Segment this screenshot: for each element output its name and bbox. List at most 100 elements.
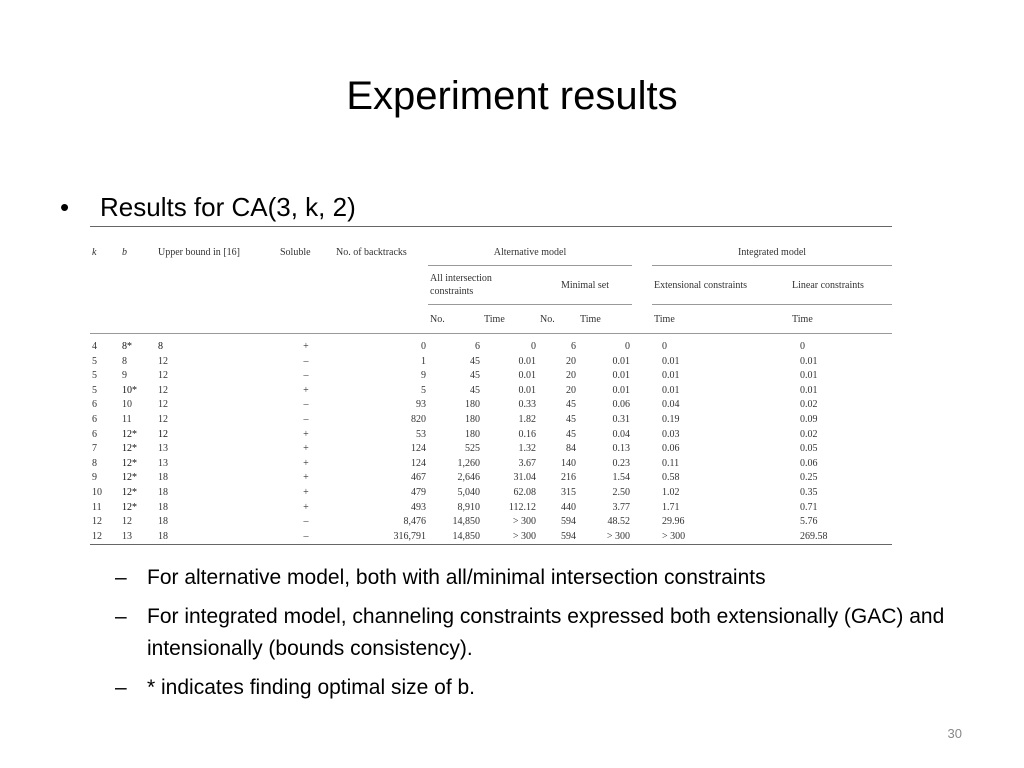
header-all-intersection: All intersection constraints [428,265,538,305]
cell-upper-bound: 13 [158,457,168,469]
cell-backtracks: 479 [411,486,426,498]
cell-soluble: – [303,370,309,382]
cell-soluble: + [303,486,309,498]
cell-min-time: 0.01 [612,370,631,382]
cell-upper-bound: 12 [158,384,168,396]
cell-b: 9 [122,370,127,382]
cell-min-no: 45 [566,399,576,411]
cell-min-time: 1.54 [612,472,631,484]
cell-ext-time: 0.11 [662,457,680,469]
cell-k: 6 [92,399,97,411]
results-table-image: k b Upper bound in [16] Soluble No. of b… [90,226,893,547]
header-linear: Linear constraints [790,265,893,305]
cell-lin-time: 0.01 [800,384,818,396]
cell-ext-time: 0.04 [662,399,680,411]
cell-upper-bound: 8 [158,341,163,352]
cell-min-no: 216 [561,472,576,484]
table-row: 5 9 12 – 9 45 0.01 20 0.01 0.01 0.01 [90,369,892,384]
slide-title: Experiment results [346,74,678,118]
cell-all-time: > 300 [512,530,536,542]
cell-min-time: 0.31 [612,413,631,425]
cell-upper-bound: 12 [158,399,168,411]
cell-min-no: 45 [566,413,576,425]
cell-backtracks: 493 [411,501,426,513]
header-integrated-model: Integrated model [652,239,893,266]
cell-all-time: 0.01 [518,370,537,382]
table-row: 5 10* 12 +5 45 0.01 20 0.01 0.01 0.01 [90,384,892,399]
cell-backtracks: 467 [411,472,426,484]
cell-min-time: 0.01 [612,384,631,396]
table-row: 4 8* 8 +0 6 0 6 0 0 0 [90,340,892,355]
cell-soluble: – [303,516,309,528]
cell-b: 8 [122,355,127,367]
sub-bullet-2: – For integrated model, channeling const… [115,601,975,665]
cell-b: 12* [122,443,137,455]
cell-backtracks: 8,476 [403,516,427,528]
table-top-rule [90,226,893,239]
cell-all-time: 112.12 [508,501,536,513]
header-minimal-set: Minimal set [538,265,632,305]
cell-soluble: + [303,341,309,352]
cell-min-time: 0.23 [612,457,631,469]
cell-upper-bound: 18 [158,486,168,498]
table-row: 6 10 12 – 93 180 0.33 45 0.06 0.04 0.02 [90,398,892,413]
table-bottom-rule [90,544,893,547]
cell-upper-bound: 18 [158,516,168,528]
cell-soluble: + [303,428,309,440]
header-alternative-model: Alternative model [428,239,632,266]
cell-k: 9 [92,472,97,484]
cell-ext-time: 1.02 [662,486,680,498]
cell-k: 7 [92,443,97,455]
cell-min-time: 3.77 [612,501,631,513]
cell-k: 10 [92,486,102,498]
cell-min-no: 20 [566,370,576,382]
cell-all-time: 0.16 [518,428,537,440]
cell-all-no: 45 [470,384,480,396]
cell-lin-time: 0 [800,341,805,352]
cell-upper-bound: 18 [158,530,168,542]
cell-all-no: 5,040 [457,486,481,498]
cell-all-time: > 300 [512,516,536,528]
cell-upper-bound: 18 [158,501,168,513]
cell-b: 8* [122,341,132,352]
header-all-intersection-label: All intersection constraints [430,273,492,297]
cell-min-no: 6 [571,341,576,352]
cell-backtracks: 0 [421,341,426,352]
cell-min-no: 594 [561,516,576,528]
header-min-no: No. [538,304,578,334]
sub-bullet-list: – For alternative model, both with all/m… [115,562,975,711]
cell-ext-time: > 300 [662,530,686,542]
cell-b: 10* [122,384,137,396]
cell-min-no: 20 [566,355,576,367]
cell-all-time: 0.01 [518,355,537,367]
page-number: 30 [947,726,962,741]
cell-b: 12* [122,457,137,469]
cell-all-no: 1,260 [457,457,481,469]
cell-k: 8 [92,457,97,469]
table-row: 6 12* 12 +53 180 0.16 45 0.04 0.03 0.02 [90,428,892,443]
cell-min-no: 140 [561,457,576,469]
cell-ext-time: 1.71 [662,501,680,513]
cell-backtracks: 124 [411,457,426,469]
cell-min-time: 2.50 [612,486,631,498]
cell-b: 12* [122,486,137,498]
header-all-no: No. [428,304,482,334]
cell-soluble: + [303,443,309,455]
cell-lin-time: 0.02 [800,428,818,440]
cell-soluble: – [303,530,309,542]
cell-ext-time: 29.96 [662,516,685,528]
sub-bullet-dash: – [115,566,127,589]
table-row: 7 12* 13 +124 525 1.32 84 0.13 0.06 0.05 [90,442,892,457]
cell-all-time: 1.32 [518,443,537,455]
cell-k: 4 [92,341,97,352]
cell-k: 12 [92,530,102,542]
cell-backtracks: 124 [411,443,426,455]
cell-k: 11 [92,501,102,513]
cell-b: 12* [122,501,137,513]
cell-soluble: + [303,384,309,396]
cell-min-no: 315 [561,486,576,498]
header-extensional: Extensional constraints [652,265,790,305]
cell-all-no: 14,850 [452,530,481,542]
cell-backtracks: 1 [421,355,426,367]
cell-lin-time: 0.09 [800,413,818,425]
